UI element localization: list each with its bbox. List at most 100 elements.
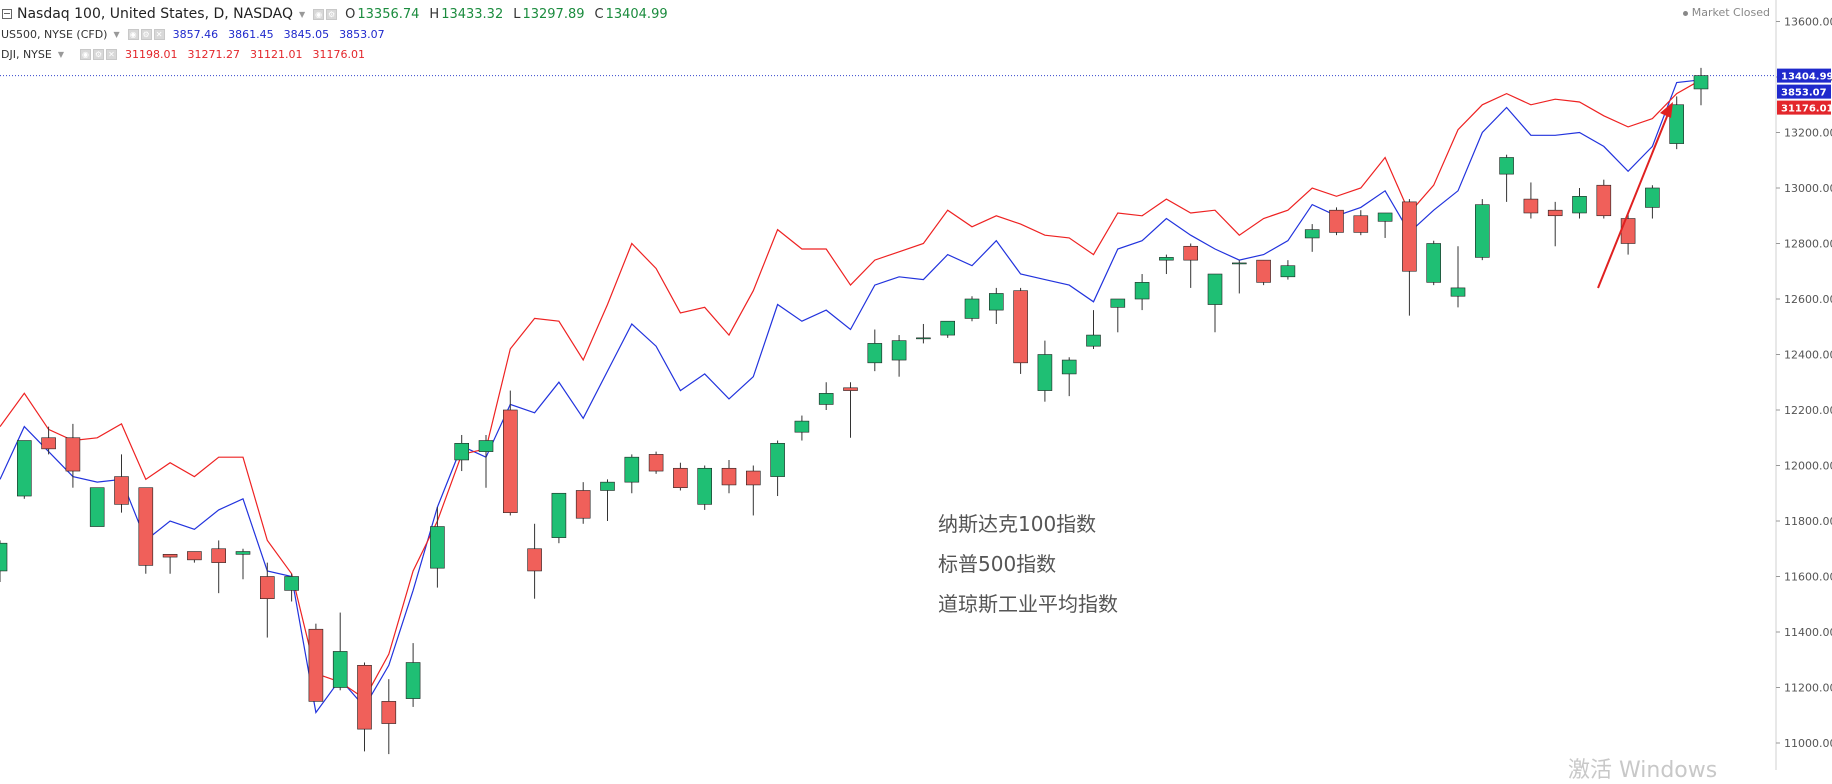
price-axis[interactable]: 11000.00 11200.00 11400.00 11600.00 11800.00… [1775, 0, 1832, 770]
candle [1256, 259, 1271, 286]
candle [1013, 287, 1028, 374]
candle [527, 523, 542, 599]
arrow-head [1660, 102, 1673, 118]
candle [0, 540, 8, 583]
candle [600, 479, 615, 521]
candle-body-up [891, 340, 907, 361]
candle [1110, 298, 1126, 333]
chevron-down-icon[interactable]: ▼ [57, 50, 64, 59]
price-tag-text: 13404.99 [1781, 72, 1832, 83]
candle [65, 423, 81, 488]
candle-body-down [502, 409, 518, 513]
chevron-down-icon[interactable]: ▼ [298, 9, 306, 19]
candle [1037, 340, 1053, 402]
legend-nasdaq-close: 13404.99 [605, 6, 668, 22]
candle [1377, 212, 1393, 238]
settings-icon[interactable]: ⚙ [326, 8, 338, 20]
candle [430, 507, 445, 588]
candle-body-up [988, 293, 1004, 311]
candle-body-up [1475, 204, 1490, 258]
axis-tick-label: 12800.00 [1784, 238, 1832, 251]
open-label: O [345, 6, 356, 22]
candle-body-up [770, 442, 785, 477]
axis-tick-label: 12600.00 [1784, 293, 1832, 306]
legend-dji-low: 31121.01 [250, 48, 303, 61]
candle-body-up [1499, 157, 1514, 175]
legend-dji-name[interactable]: DJI, NYSE [1, 48, 52, 61]
arrow-shaft [1597, 108, 1671, 289]
annotation-sp500[interactable]: 标普500指数 [938, 552, 1057, 576]
visibility-icon[interactable]: ◉ [80, 49, 91, 60]
price-tag-bg [1777, 84, 1831, 99]
candle-body-up [867, 343, 883, 364]
axis-tick-label: 11600.00 [1784, 571, 1832, 584]
candle-body-up [1037, 354, 1053, 391]
candle [1061, 357, 1077, 397]
axis-tick-label: 11400.00 [1784, 626, 1832, 639]
candle [770, 440, 785, 497]
legend-us500-buttons: ◉ ⚙ ✕ [127, 29, 165, 40]
legend-dji-buttons: ◉ ⚙ ✕ [80, 49, 117, 60]
legend-nasdaq-name[interactable]: Nasdaq 100, United States, D, NASDAQ [17, 6, 293, 22]
candle [284, 573, 299, 602]
price-tag-text: 3853.07 [1781, 88, 1827, 99]
low-label: L [513, 6, 521, 22]
market-status: Market Closed [1682, 6, 1770, 19]
candle-body-up [1669, 104, 1684, 144]
candle [745, 465, 761, 516]
candle [843, 382, 858, 438]
axis-tick-label: 13000.00 [1784, 182, 1832, 195]
legend-us500-name[interactable]: US500, NYSE (CFD) [1, 28, 108, 41]
annotation-nasdaq[interactable]: 纳斯达克100指数 [938, 512, 1097, 536]
legend-us500-high: 3861.45 [228, 28, 274, 41]
candle-body-down [1183, 245, 1198, 261]
annotation-dji[interactable]: 道琼斯工业平均指数 [938, 592, 1118, 616]
candle [818, 382, 834, 410]
candle-body-up [1232, 262, 1247, 265]
candle-body-down [1620, 218, 1636, 244]
candle [478, 434, 494, 488]
settings-icon[interactable]: ⚙ [140, 29, 152, 40]
candle [1620, 212, 1636, 255]
us500-series-line [0, 79, 1702, 714]
candle [551, 492, 567, 544]
candle-body-down [1402, 201, 1417, 272]
visibility-icon[interactable]: ◉ [127, 29, 139, 40]
candle [162, 553, 178, 574]
remove-icon[interactable]: ✕ [106, 49, 117, 60]
axis-tick-label: 11800.00 [1784, 515, 1832, 528]
axis-tick-label: 11000.00 [1784, 737, 1832, 750]
candle-body-up [1572, 196, 1587, 214]
candle [1523, 182, 1539, 219]
axis-tick-label: 13600.00 [1784, 16, 1832, 29]
candle [1353, 210, 1369, 236]
candle-body-up [916, 337, 931, 340]
close-label: C [594, 6, 604, 22]
status-dot-icon [1682, 10, 1688, 16]
chevron-down-icon[interactable]: ▼ [113, 30, 120, 39]
price-tag-bg [1777, 100, 1831, 115]
collapse-icon[interactable] [2, 9, 12, 19]
us500-line [0, 79, 1702, 714]
candle-body-down [745, 470, 761, 486]
candle-body-down [648, 454, 664, 472]
candle-body-down [381, 701, 397, 724]
candle-body-up [235, 551, 251, 555]
candle-body-down [357, 664, 372, 730]
settings-icon[interactable]: ⚙ [93, 49, 104, 60]
candle-body-up [1377, 212, 1393, 222]
axis-tick-label: 12000.00 [1784, 460, 1832, 473]
candle [1232, 260, 1247, 294]
candle [1304, 224, 1320, 252]
remove-icon[interactable]: ✕ [153, 29, 165, 40]
candle [332, 612, 348, 691]
candle-body-down [162, 553, 178, 558]
candle-body-up [1426, 243, 1441, 283]
candle-body-up [818, 393, 834, 405]
visibility-icon[interactable]: ◉ [313, 8, 325, 20]
candle [235, 548, 251, 580]
candle [41, 426, 56, 455]
candle [308, 623, 324, 702]
candle [648, 451, 664, 474]
